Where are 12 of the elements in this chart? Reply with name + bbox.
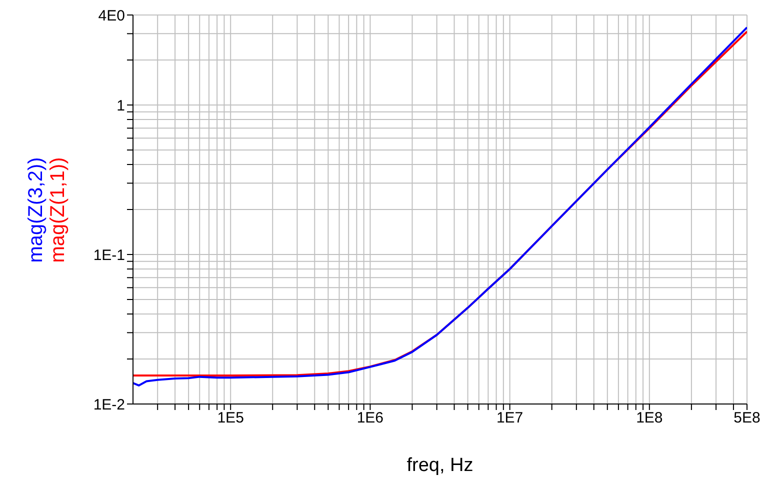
x-tick-label: 1E5: [217, 410, 244, 427]
x-tick-label: 1E7: [496, 410, 524, 427]
x-tick-label: 5E8: [734, 410, 760, 427]
y-tick-label: 1: [116, 97, 125, 114]
x-axis-title: freq, Hz: [406, 455, 474, 476]
y-tick-label: 1E-1: [93, 246, 125, 264]
x-tick-label: 1E6: [356, 410, 384, 427]
y-tick-label: 1E-2: [93, 396, 125, 414]
x-tick-label: 1E8: [636, 410, 663, 427]
text: mag(Z(1,1)): [47, 157, 69, 263]
y-tick-label: 4E0: [98, 7, 125, 24]
text: mag(Z(3,2)): [25, 157, 47, 263]
